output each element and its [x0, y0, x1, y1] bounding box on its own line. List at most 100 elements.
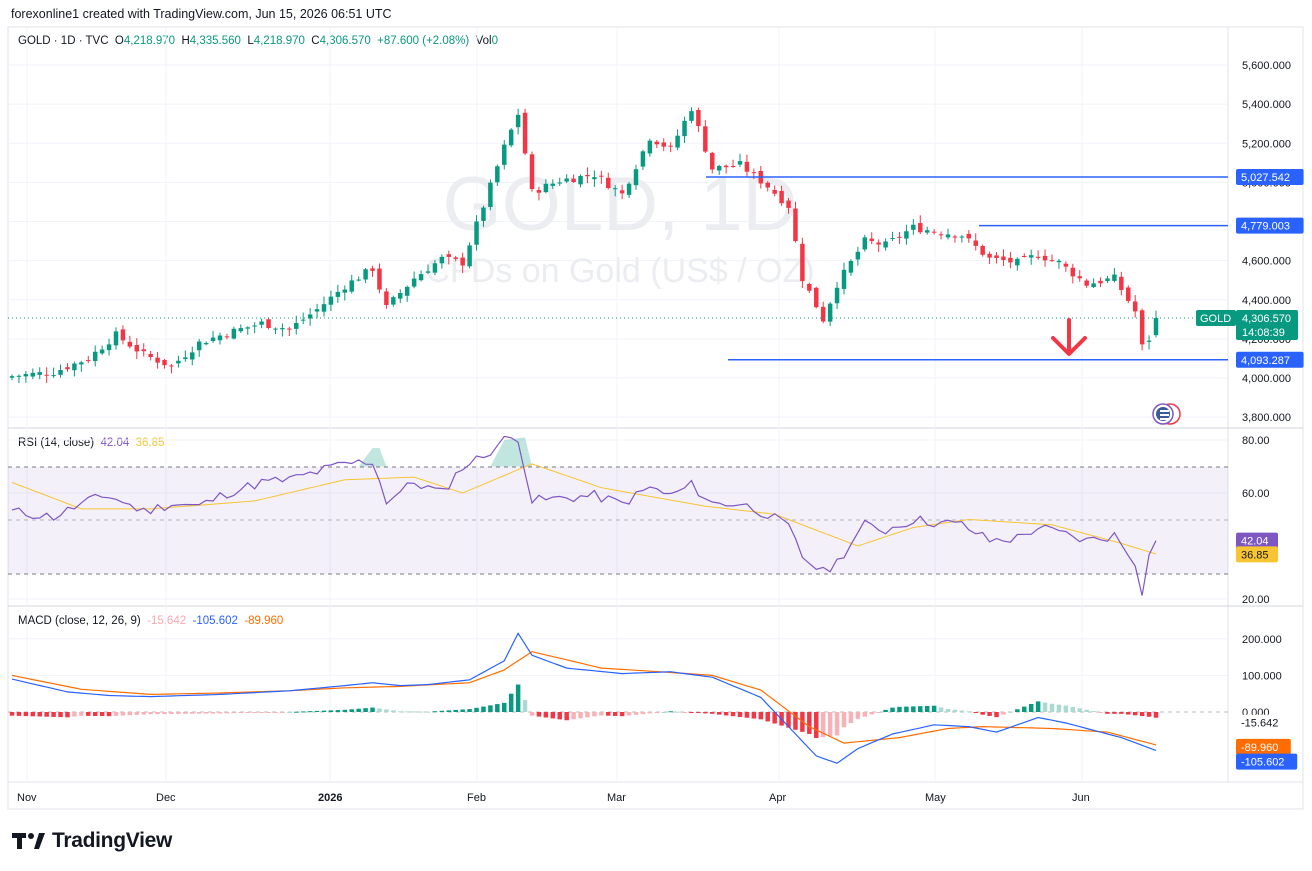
macd-histogram-bar [453, 709, 458, 712]
candle-body [606, 177, 611, 189]
macd-histogram-bar [585, 712, 590, 718]
macd-histogram-bar [245, 712, 250, 713]
candle-body [966, 233, 972, 239]
price-axis-label: 4,400.000 [1242, 295, 1291, 307]
candle-body [238, 328, 244, 332]
candle-body [23, 374, 29, 377]
candle-body [737, 161, 743, 165]
macd-histogram-bar [1056, 704, 1062, 712]
candle-body [1042, 255, 1048, 261]
candle-body [488, 182, 493, 207]
macd-histogram-bar [287, 712, 292, 713]
macd-histogram-bar [92, 712, 98, 716]
macd-legend-value: -105.602 [192, 615, 238, 627]
macd-histogram-bar [599, 712, 604, 716]
candle-body [1001, 256, 1006, 261]
candle-body [259, 321, 264, 325]
candle-body [1153, 318, 1159, 336]
candle-body [446, 254, 452, 257]
macd-histogram-bar [703, 712, 708, 714]
candle-body [689, 111, 694, 121]
macd-histogram-bar [460, 709, 465, 712]
economic-events-icon[interactable] [1152, 403, 1181, 425]
time-axis-label: Jun [1072, 792, 1090, 804]
candle-body [564, 178, 569, 182]
macd-histogram-bar [1008, 711, 1013, 713]
macd-histogram-bar [1139, 712, 1145, 717]
candle-body [897, 236, 902, 238]
macd-histogram-bar [619, 712, 625, 717]
candle-body [1049, 260, 1055, 262]
macd-histogram-bar [169, 712, 174, 714]
horizontal-levels[interactable] [706, 176, 1228, 361]
macd-histogram-bar [612, 712, 618, 716]
candle-body [280, 328, 285, 330]
macd-histogram-bar [640, 712, 646, 715]
macd-histogram-bar [370, 707, 375, 712]
candle-body [855, 251, 861, 260]
candle-body [619, 190, 625, 194]
candle-body [633, 169, 639, 186]
candle-body [1119, 276, 1124, 290]
candle-body [814, 287, 819, 308]
symbol-name[interactable]: GOLD · 1D · TVC [18, 35, 109, 47]
macd-histogram-bar [148, 712, 153, 715]
level-high-tag-box [1236, 168, 1304, 185]
macd-histogram-bar [952, 709, 958, 712]
macd-histogram-bar [294, 711, 299, 713]
macd-histogram-bar [1132, 712, 1138, 716]
time-axis-label: 2026 [318, 792, 342, 804]
macd-histogram-bar [869, 712, 874, 715]
macd-histogram-bar [1070, 706, 1076, 712]
candle-body [148, 353, 153, 358]
candle-body [696, 109, 701, 127]
macd-histogram-bar [682, 712, 687, 713]
macd-histogram-bar [314, 710, 320, 712]
candle-body [356, 279, 361, 281]
macd-histogram-bar [918, 706, 923, 712]
candle-body [904, 231, 909, 239]
candle-body [363, 269, 368, 280]
candle-body [217, 335, 223, 341]
candle-body [1028, 255, 1034, 258]
macd-series [11, 632, 1157, 764]
candle-body [30, 372, 36, 377]
candle-body [522, 112, 528, 154]
macd-histogram-bar [425, 711, 431, 713]
rsi-overbought-fill [490, 437, 532, 467]
macd-histogram-bar [280, 712, 285, 713]
macd-histogram-bar [404, 711, 410, 713]
candle-body [723, 165, 729, 168]
candle-body [730, 165, 736, 167]
macd-histogram-bar [654, 712, 660, 713]
candle-body [51, 375, 56, 377]
macd-histogram-bar [30, 712, 36, 717]
tradingview-logo[interactable]: TradingView [12, 829, 172, 853]
rsi-series [11, 435, 1157, 596]
macd-hist-value-tag-box [1236, 714, 1291, 731]
macd-histogram-bar [890, 707, 895, 712]
macd-histogram-bar [155, 712, 160, 715]
rsi-axis[interactable]: 80.00 60.00 20.00 [1242, 435, 1270, 606]
candle-body [508, 129, 514, 146]
rsi-ma-line [11, 463, 1157, 555]
candle-body [820, 306, 826, 322]
macd-histogram-bar [793, 712, 798, 730]
candle-body [134, 345, 140, 352]
price-axis[interactable]: 5,600.0005,400.0005,200.0005,000.0004,80… [1242, 60, 1291, 424]
candle-body [481, 207, 486, 221]
macd-histogram [9, 684, 1159, 738]
macd-label[interactable]: MACD (close, 12, 26, 9) [18, 615, 141, 627]
candle-body [980, 245, 985, 255]
macd-histogram-bar [723, 712, 729, 716]
time-axis[interactable]: Nov Dec 2026 Feb Mar Apr May Jun [17, 792, 1090, 804]
candle-body [474, 221, 479, 245]
down-arrow-icon[interactable] [1051, 318, 1087, 356]
macd-histogram-bar [300, 711, 306, 713]
candle-body [931, 231, 937, 233]
candle-body [1139, 310, 1145, 345]
time-axis-label: Mar [607, 792, 626, 804]
candle-body [592, 177, 597, 180]
